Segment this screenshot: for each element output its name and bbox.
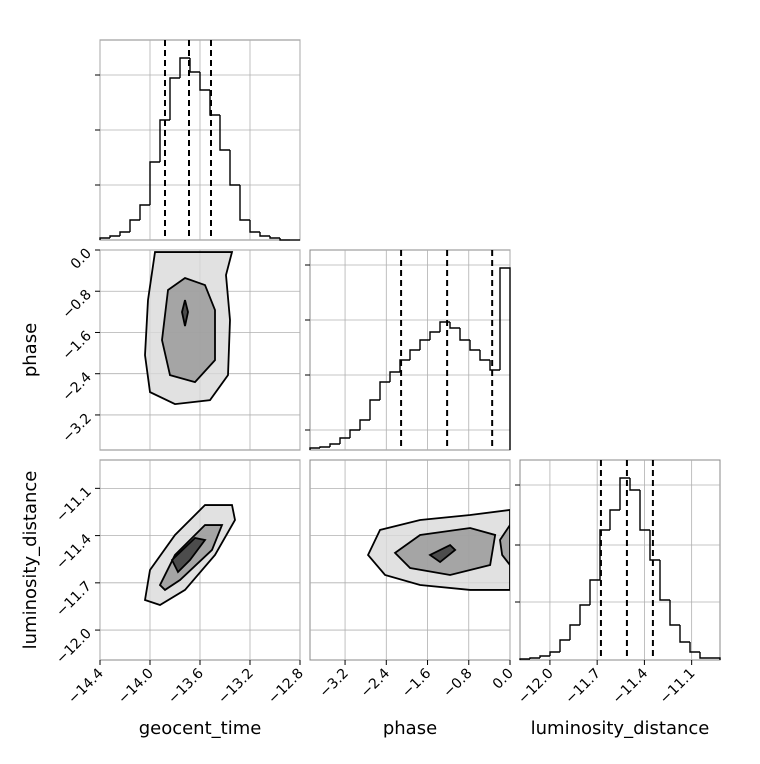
hist-step — [119, 231, 130, 236]
hist-step — [309, 447, 320, 450]
y-tick-label: −11.1 — [53, 484, 95, 526]
hist-step — [679, 625, 690, 643]
hist-step — [409, 349, 420, 360]
hist-step — [659, 560, 670, 601]
y-tick-label: 0.0 — [68, 246, 95, 273]
hist-step — [279, 238, 290, 241]
hist-step — [389, 371, 400, 382]
x-axis-label: geocent_time — [139, 718, 262, 739]
y-tick-label: −2.4 — [59, 369, 94, 404]
hist-step — [499, 267, 511, 450]
y-tick-label: −0.8 — [59, 287, 94, 322]
hist-step — [419, 339, 430, 350]
y-axis-label: phase — [20, 323, 41, 377]
hist-step — [129, 219, 140, 232]
hist-step — [449, 322, 460, 329]
hist-step — [669, 600, 680, 626]
hist-step — [239, 185, 250, 221]
hist-step — [369, 399, 380, 420]
x-tick-label: −1.6 — [399, 665, 434, 700]
contour — [161, 277, 216, 384]
hist-step — [699, 652, 710, 659]
y-tick-label: −11.4 — [53, 531, 95, 573]
hist-step — [349, 429, 360, 438]
hist-step — [459, 328, 470, 341]
hist-step — [710, 657, 721, 660]
y-tick-label: −1.6 — [59, 328, 94, 363]
hist-step — [319, 446, 330, 448]
contour — [428, 543, 457, 564]
hist-step — [99, 237, 110, 240]
hist-step — [529, 657, 540, 659]
hist-step — [649, 530, 660, 561]
x-tick-label: −0.8 — [440, 666, 475, 701]
hist-step — [149, 161, 160, 205]
y-tick-label: −12.0 — [53, 626, 95, 668]
x-tick-label: −11.7 — [562, 666, 604, 708]
hist-step — [619, 477, 630, 510]
contour — [170, 536, 207, 574]
contour — [181, 299, 189, 327]
hist-step — [539, 655, 550, 658]
x-axis-label: luminosity_distance — [531, 718, 710, 739]
x-tick-label: −11.1 — [657, 666, 699, 708]
hist-step — [489, 360, 500, 371]
x-tick-label: −12.8 — [265, 666, 307, 708]
y-tick-label: −11.7 — [53, 578, 95, 620]
hist-step — [579, 604, 590, 625]
hist-step — [549, 651, 560, 656]
hist-step — [639, 490, 650, 531]
hist-step — [159, 119, 170, 162]
hist-step — [219, 115, 230, 151]
x-tick-label: −14.4 — [65, 665, 107, 707]
y-axis-label: luminosity_distance — [20, 471, 41, 650]
x-tick-label: −12.0 — [515, 666, 557, 708]
hist-step — [229, 150, 240, 186]
y-tick-label: −3.2 — [59, 410, 94, 445]
hist-step — [169, 77, 180, 120]
hist-step — [249, 220, 260, 233]
hist-step — [399, 359, 410, 372]
hist-step — [339, 437, 350, 444]
hist-step — [329, 443, 340, 447]
hist-step — [629, 478, 640, 491]
hist-step — [469, 340, 480, 351]
hist-step — [379, 381, 390, 400]
hist-step — [689, 642, 700, 653]
hist-step — [259, 232, 270, 237]
x-tick-label: −11.4 — [610, 665, 652, 707]
hist-step — [359, 419, 370, 430]
x-tick-label: −2.4 — [358, 665, 393, 700]
x-tick-label: −14.0 — [115, 666, 157, 708]
x-tick-label: −13.6 — [165, 665, 207, 707]
hist-step — [269, 236, 280, 239]
hist-step — [559, 639, 570, 652]
x-axis-label: phase — [383, 718, 437, 739]
x-tick-label: −3.2 — [317, 666, 352, 701]
hist-step — [429, 331, 440, 340]
hist-step — [589, 579, 600, 605]
hist-step — [199, 72, 210, 91]
x-tick-label: 0.0 — [490, 666, 517, 693]
hist-step — [569, 624, 580, 640]
hist-step — [609, 509, 620, 530]
hist-step — [109, 235, 120, 238]
hist-step — [139, 204, 150, 220]
hist-step — [179, 57, 190, 78]
hist-step — [479, 350, 490, 361]
contour — [499, 523, 510, 567]
hist-step — [519, 658, 530, 660]
x-tick-label: −13.2 — [215, 666, 257, 708]
